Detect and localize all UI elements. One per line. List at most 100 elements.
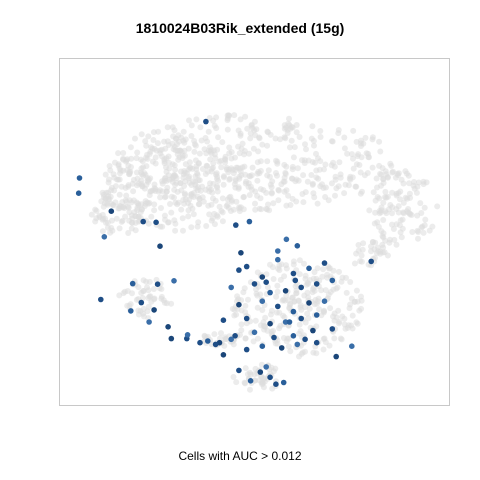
background-cell-point <box>148 144 155 151</box>
background-cell-point <box>108 200 115 207</box>
background-cell-point <box>237 130 244 137</box>
background-cell-point <box>175 156 182 163</box>
background-cell-point <box>211 221 218 228</box>
background-cell-point <box>335 127 342 133</box>
background-cell-point <box>266 207 273 214</box>
background-cell-point <box>123 192 130 199</box>
background-cell-point <box>258 206 265 213</box>
background-cell-point <box>158 205 164 211</box>
background-cell-point <box>259 141 266 148</box>
highlighted-cell-point <box>220 352 227 358</box>
background-cell-point <box>317 134 324 140</box>
background-cell-point <box>256 170 263 177</box>
background-cell-point <box>327 305 334 312</box>
background-cell-point <box>143 142 150 149</box>
background-cell-point <box>259 307 266 313</box>
highlighted-cell-point <box>263 364 270 370</box>
background-cell-point <box>285 120 292 127</box>
background-cell-point <box>273 293 280 300</box>
background-cell-point <box>185 213 192 220</box>
background-cell-point <box>358 305 365 312</box>
background-cell-point <box>395 203 402 210</box>
background-cell-point <box>152 186 159 193</box>
highlighted-cell-point <box>321 260 328 266</box>
highlighted-cell-point <box>294 243 301 249</box>
background-cell-point <box>269 178 276 185</box>
highlighted-cell-point <box>238 250 244 256</box>
background-cell-point <box>126 209 133 216</box>
background-cell-point <box>355 151 362 158</box>
background-cell-point <box>324 274 331 281</box>
background-cell-point <box>391 236 398 243</box>
background-cell-point <box>248 122 255 129</box>
background-cell-point <box>201 333 208 340</box>
background-cell-point <box>116 176 123 183</box>
highlighted-cell-point <box>282 319 289 325</box>
background-cell-point <box>293 290 300 297</box>
background-cell-point <box>327 289 334 295</box>
highlighted-cell-point <box>108 208 115 214</box>
background-cell-point <box>241 193 247 200</box>
background-cell-point <box>218 330 224 337</box>
background-cell-point <box>306 305 313 312</box>
background-cell-point <box>236 150 243 157</box>
background-cell-point <box>188 190 195 197</box>
background-cell-point <box>99 228 106 235</box>
highlighted-cell-point <box>313 281 320 287</box>
background-cell-point <box>124 156 131 163</box>
background-cell-point <box>150 286 157 292</box>
background-cell-point <box>312 159 318 166</box>
background-cell-point <box>172 227 179 234</box>
background-cell-point <box>232 178 239 184</box>
background-cell-point <box>373 175 380 182</box>
background-cell-point <box>206 211 213 218</box>
background-cell-point <box>144 155 151 162</box>
background-cell-point <box>347 279 354 285</box>
background-cell-point <box>233 198 240 205</box>
background-cell-point <box>341 190 348 197</box>
background-cell-point <box>343 274 349 281</box>
background-cell-point <box>104 224 111 231</box>
background-cell-point <box>377 170 384 177</box>
background-cell-point <box>126 302 133 309</box>
background-cell-point <box>333 185 340 192</box>
background-cell-point <box>186 117 192 124</box>
background-cell-point <box>281 314 288 321</box>
background-cell-point <box>211 151 218 158</box>
background-cell-point <box>202 135 209 141</box>
background-cell-point <box>305 315 312 322</box>
background-cell-point <box>159 180 166 187</box>
highlighted-cell-point <box>278 345 285 351</box>
highlighted-cell-point <box>313 339 320 346</box>
background-cell-point <box>113 215 120 222</box>
background-cell-point <box>321 166 327 173</box>
background-cell-point <box>255 148 262 155</box>
background-cell-point <box>322 161 329 168</box>
background-cell-point <box>173 179 180 186</box>
background-cell-point <box>182 161 189 168</box>
highlighted-cell-point <box>243 346 250 353</box>
background-cell-point <box>185 175 192 182</box>
background-cell-point <box>219 139 226 146</box>
background-cell-point <box>286 144 293 151</box>
background-cell-point <box>192 142 199 149</box>
background-cell-point <box>285 297 292 304</box>
background-cell-point <box>118 183 125 190</box>
background-cell-point <box>331 335 338 342</box>
background-cell-point <box>394 170 401 177</box>
background-cell-point <box>142 171 149 178</box>
background-cell-point <box>310 190 317 197</box>
background-cell-point <box>165 142 172 148</box>
background-cell-point <box>252 132 259 139</box>
background-cell-point <box>112 159 118 166</box>
background-cell-point <box>389 189 396 196</box>
background-cell-point <box>195 219 202 226</box>
background-cell-point <box>142 138 149 145</box>
background-cell-point <box>172 166 179 173</box>
background-cell-point <box>268 190 275 197</box>
background-cell-point <box>161 212 168 219</box>
highlighted-cell-point <box>329 277 336 284</box>
background-cell-point <box>153 276 160 283</box>
highlighted-cell-point <box>236 301 242 308</box>
highlighted-cell-point <box>267 289 273 296</box>
